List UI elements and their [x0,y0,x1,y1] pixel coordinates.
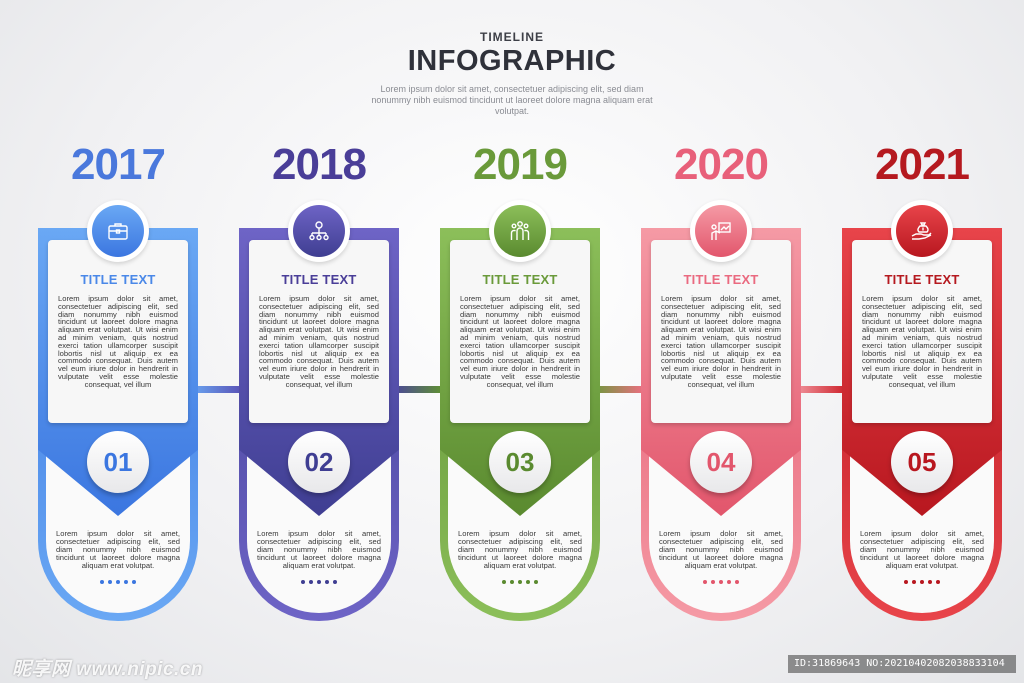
dot [510,580,514,584]
dot [317,580,321,584]
timeline-step-03: 2019 TITLE TEXT Lorem ipsum dolor sit am… [440,140,600,621]
step-year: 2018 [272,140,367,189]
dot [534,580,538,584]
step-icon-badge [87,200,149,262]
header-kicker: TIMELINE [480,30,544,44]
step-bottom-text: Lorem ipsum dolor sit amet, consectetuer… [860,529,984,570]
step-icon-inner [896,205,948,257]
step-dots [842,580,1002,584]
dot [912,580,916,584]
step-bottom-text: Lorem ipsum dolor sit amet, consectetuer… [257,529,381,570]
step-number: 04 [690,431,752,493]
step-card: TITLE TEXT Lorem ipsum dolor sit amet, c… [48,240,188,423]
step-card-title: TITLE TEXT [683,272,759,287]
timeline-step-05: 2021 TITLE TEXT Lorem ipsum dolor sit am… [842,140,1002,621]
dot [108,580,112,584]
step-icon-inner [293,205,345,257]
dot [719,580,723,584]
step-bottom-text: Lorem ipsum dolor sit amet, consectetuer… [659,529,783,570]
step-year: 2020 [674,140,769,189]
dot [920,580,924,584]
dot [904,580,908,584]
dot [928,580,932,584]
dot [703,580,707,584]
step-icon-inner [494,205,546,257]
watermark-logo: 昵享网 www.nipic.cn [12,659,203,680]
dot [116,580,120,584]
step-card: TITLE TEXT Lorem ipsum dolor sit amet, c… [249,240,389,423]
connector-2-3 [391,386,441,393]
dot [526,580,530,584]
step-year: 2021 [875,140,970,189]
step-card: TITLE TEXT Lorem ipsum dolor sit amet, c… [852,240,992,423]
step-number: 01 [87,431,149,493]
step-icon-badge [891,200,953,262]
step-card-title: TITLE TEXT [80,272,156,287]
step-year: 2019 [473,140,568,189]
step-dots [239,580,399,584]
dot [936,580,940,584]
connector-4-5 [793,386,843,393]
step-card-title: TITLE TEXT [884,272,960,287]
dot [502,580,506,584]
dot [309,580,313,584]
dot [325,580,329,584]
timeline-step-04: 2020 TITLE TEXT Lorem ipsum dolor sit am… [641,140,801,621]
step-dots [440,580,600,584]
dot [735,580,739,584]
step-icon-badge [288,200,350,262]
image-id-bar: ID:31869643 NO:20210402082038833104 [788,655,1016,673]
step-card-title: TITLE TEXT [482,272,558,287]
step-card-body: Lorem ipsum dolor sit amet, consectetuer… [862,294,982,389]
timeline-step-01: 2017 TITLE TEXT Lorem ipsum dolor sit am… [38,140,198,621]
dot [132,580,136,584]
step-icon-inner [92,205,144,257]
dot [727,580,731,584]
page-title: INFOGRAPHIC [407,45,617,77]
connector-1-2 [190,386,240,393]
step-icon-inner [695,205,747,257]
step-card: TITLE TEXT Lorem ipsum dolor sit amet, c… [450,240,590,423]
step-card-body: Lorem ipsum dolor sit amet, consectetuer… [460,294,580,389]
step-card-body: Lorem ipsum dolor sit amet, consectetuer… [259,294,379,389]
step-number: 02 [288,431,350,493]
header: TIMELINE INFOGRAPHIC Lorem ipsum dolor s… [0,30,1024,117]
step-icon-badge [489,200,551,262]
step-icon-badge [690,200,752,262]
dot [124,580,128,584]
timeline-step-02: 2018 TITLE TEXT Lorem ipsum dolor sit am… [239,140,399,621]
dot [100,580,104,584]
step-number: 03 [489,431,551,493]
step-card-body: Lorem ipsum dolor sit amet, consectetuer… [661,294,781,389]
step-card: TITLE TEXT Lorem ipsum dolor sit amet, c… [651,240,791,423]
dot [518,580,522,584]
step-dots [38,580,198,584]
step-bottom-text: Lorem ipsum dolor sit amet, consectetuer… [458,529,582,570]
step-year: 2017 [71,140,166,189]
dot [301,580,305,584]
step-number: 05 [891,431,953,493]
step-card-title: TITLE TEXT [281,272,357,287]
step-bottom-text: Lorem ipsum dolor sit amet, consectetuer… [56,529,180,570]
dot [711,580,715,584]
connector-3-4 [592,386,642,393]
header-subtitle: Lorem ipsum dolor sit amet, consectetuer… [371,84,653,116]
dot [333,580,337,584]
step-dots [641,580,801,584]
step-card-body: Lorem ipsum dolor sit amet, consectetuer… [58,294,178,389]
